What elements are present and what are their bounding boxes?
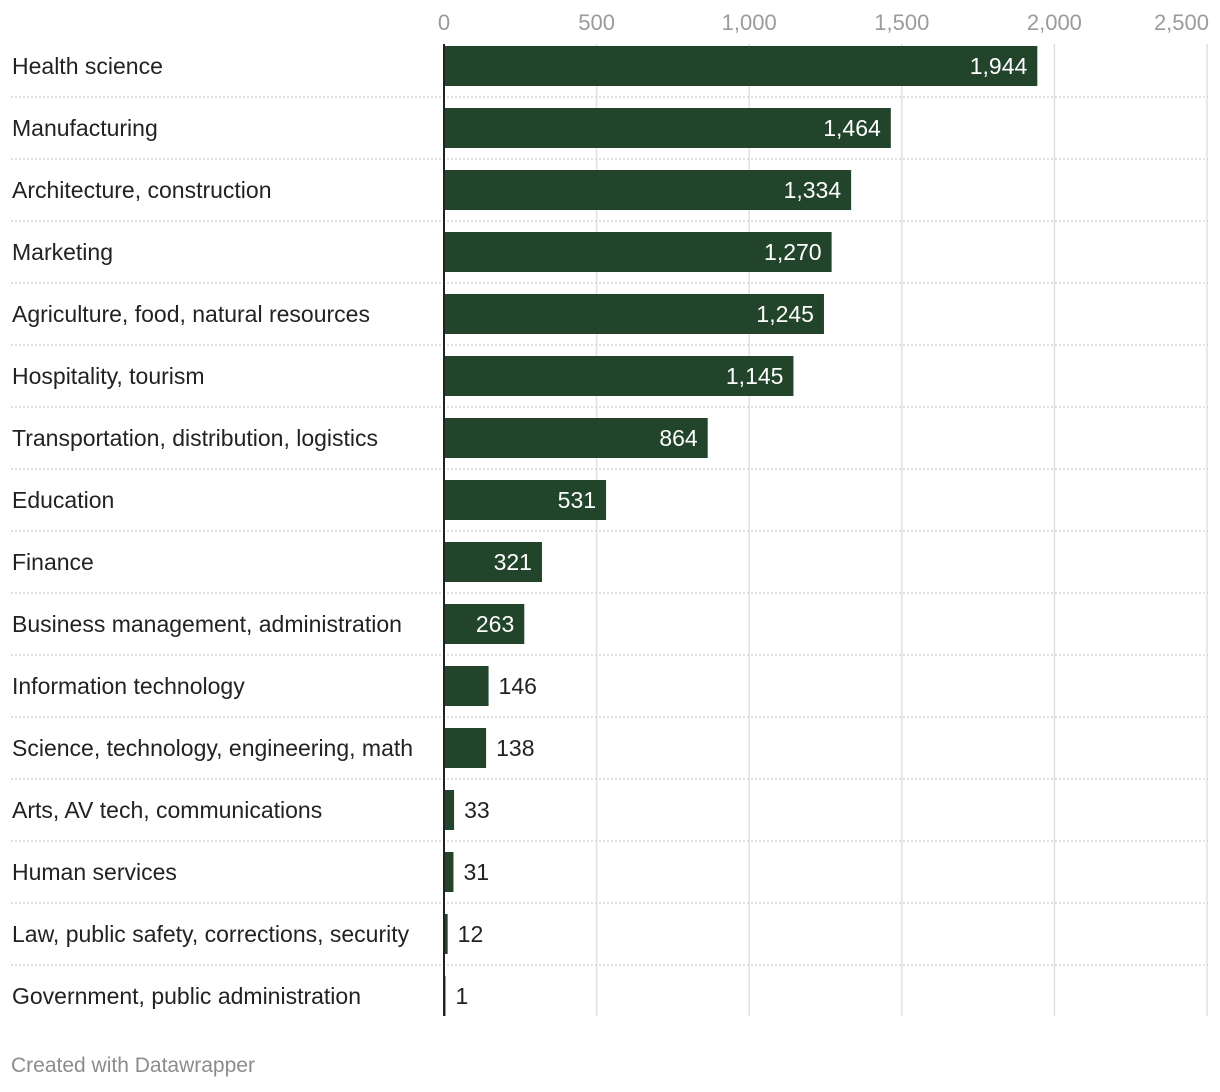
x-tick-label: 1,500: [874, 10, 929, 35]
bar: [444, 170, 852, 210]
category-label: Agriculture, food, natural resources: [12, 301, 370, 327]
bar: [444, 232, 832, 272]
x-axis-ticks: 0 500 1,000 1,500 2,000 2,500: [438, 10, 1209, 35]
value-label: 263: [476, 611, 514, 637]
bar: [444, 294, 824, 334]
category-label: Health science: [12, 53, 163, 79]
bar-chart: 0 500 1,000 1,500 2,000 2,500 Health science M…: [11, 10, 1209, 1016]
row-separators: [11, 96, 1208, 966]
value-label: 1: [456, 983, 469, 1009]
value-label: 31: [463, 859, 489, 885]
category-label: Science, technology, engineering, math: [12, 735, 413, 761]
bar: [444, 666, 489, 706]
category-label: Information technology: [12, 673, 245, 699]
bar: [444, 108, 891, 148]
value-label: 1,334: [784, 177, 842, 203]
value-label: 33: [464, 797, 490, 823]
bar: [444, 542, 542, 582]
category-label: Education: [12, 487, 114, 513]
bar: [444, 356, 794, 396]
value-label: 1,245: [756, 301, 814, 327]
value-label: 321: [494, 549, 532, 575]
bar: [444, 728, 487, 768]
bars: [444, 46, 1038, 1016]
bar: [444, 480, 607, 520]
value-label: 1,944: [970, 53, 1028, 79]
category-label: Manufacturing: [12, 115, 158, 141]
category-label: Arts, AV tech, communications: [12, 797, 322, 823]
bar: [444, 46, 1038, 86]
value-label: 864: [659, 425, 698, 451]
value-label: 1,270: [764, 239, 822, 265]
x-tick-label: 1,000: [722, 10, 777, 35]
category-label: Business management, administration: [12, 611, 402, 637]
bar: [444, 418, 708, 458]
value-label: 1,145: [726, 363, 784, 389]
bar: [444, 604, 525, 644]
value-label: 1,464: [823, 115, 881, 141]
value-labels: 1,944 1,464 1,334 1,270 1,245 1,145 864 531 321 2…: [456, 53, 1028, 1009]
x-tick-label: 2,000: [1027, 10, 1082, 35]
x-tick-label: 2,500: [1154, 10, 1209, 35]
category-label: Law, public safety, corrections, securit…: [12, 921, 410, 947]
x-tick-label: 0: [438, 10, 450, 35]
value-label: 146: [499, 673, 537, 699]
footer-credit: Created with Datawrapper: [11, 1054, 255, 1077]
category-label: Hospitality, tourism: [12, 363, 205, 389]
category-labels: Health science Manufacturing Architecture,…: [12, 53, 413, 1009]
bar: [444, 790, 455, 830]
category-label: Architecture, construction: [12, 177, 272, 203]
category-label: Human services: [12, 859, 177, 885]
value-label: 12: [458, 921, 484, 947]
category-label: Transportation, distribution, logistics: [12, 425, 378, 451]
x-tick-label: 500: [578, 10, 615, 35]
bar: [444, 914, 448, 954]
category-label: Finance: [12, 549, 94, 575]
category-label: Marketing: [12, 239, 113, 265]
bar: [444, 852, 454, 892]
category-label: Government, public administration: [12, 983, 361, 1009]
value-label: 138: [496, 735, 534, 761]
value-label: 531: [558, 487, 596, 513]
